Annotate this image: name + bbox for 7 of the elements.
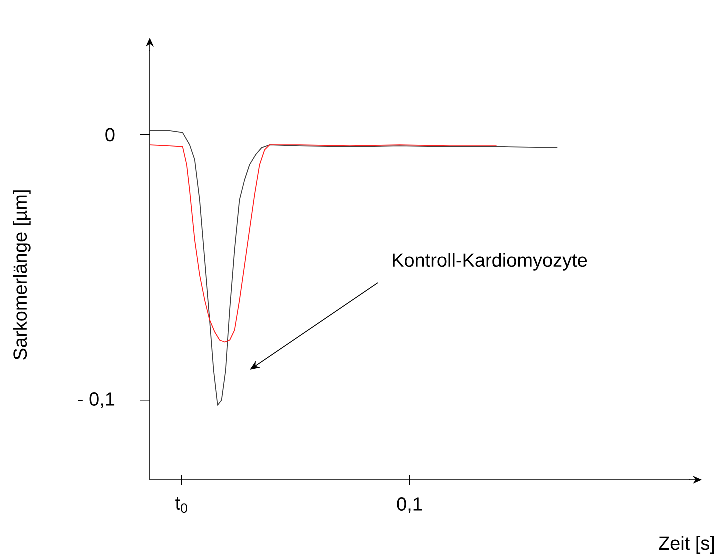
x-axis-title: Zeit [s] bbox=[659, 536, 714, 554]
x-tick-label: t$_{0}$ bbox=[176, 498, 188, 514]
x-tick-label: 0,1 bbox=[397, 498, 422, 514]
annotation: Kontroll-Kardiomyozyte bbox=[393, 253, 588, 271]
y-tick-label: - 0,1 bbox=[78, 392, 115, 408]
y-tick-label: 0 bbox=[106, 128, 115, 142]
y-axis-title: Sarkomerlänge [µm] bbox=[13, 190, 31, 360]
